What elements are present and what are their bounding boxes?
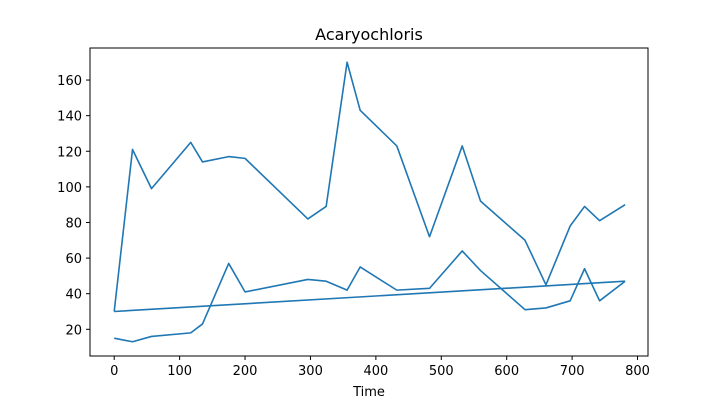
y-axis: 20 40 60 80 100 120 140 160 — [57, 74, 90, 338]
y-tick-label: 60 — [65, 252, 82, 267]
x-tick-label: 400 — [363, 364, 388, 379]
x-axis: 0 100 200 300 400 500 600 700 800 — [110, 356, 650, 379]
x-tick-label: 100 — [167, 364, 192, 379]
x-tick-label: 700 — [560, 364, 585, 379]
x-tick-label: 200 — [233, 364, 258, 379]
y-tick-label: 20 — [65, 323, 82, 338]
x-tick-label: 800 — [625, 364, 650, 379]
x-tick-label: 300 — [298, 364, 323, 379]
series-line-2 — [114, 250, 626, 343]
y-tick-label: 100 — [57, 181, 82, 196]
x-axis-label: Time — [352, 385, 385, 400]
x-tick-label: 600 — [494, 364, 519, 379]
x-tick-label: 0 — [110, 364, 118, 379]
y-tick-label: 120 — [57, 145, 82, 160]
chart-title: Acaryochloris — [315, 25, 423, 44]
axes-frame — [89, 47, 649, 357]
series-line-1 — [113, 61, 626, 312]
series-layer — [113, 61, 626, 343]
x-tick-label: 500 — [429, 364, 454, 379]
y-tick-label: 80 — [65, 216, 82, 231]
series-line-3 — [114, 280, 626, 313]
y-tick-label: 160 — [57, 74, 82, 89]
y-tick-label: 40 — [65, 288, 82, 303]
y-tick-label: 140 — [57, 110, 82, 125]
